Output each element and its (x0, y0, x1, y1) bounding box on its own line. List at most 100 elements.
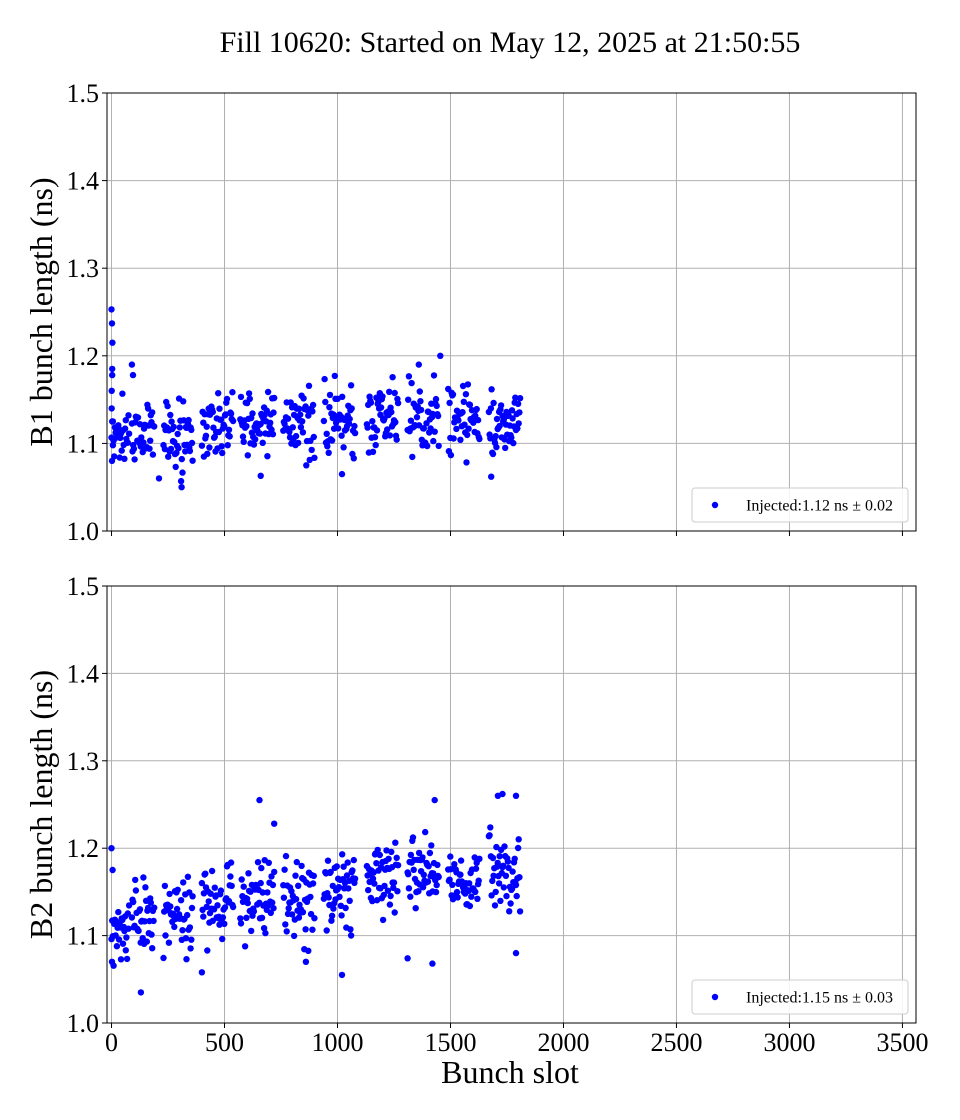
data-point (388, 848, 395, 856)
data-point (200, 913, 207, 920)
data-point (460, 398, 467, 405)
data-point (513, 892, 520, 900)
legend: Injected:1.15 ns ± 0.03 (691, 979, 909, 1015)
data-point (454, 894, 461, 901)
data-point (428, 842, 435, 849)
data-point (476, 855, 483, 862)
data-point (302, 958, 310, 965)
data-point (515, 836, 522, 843)
data-point (108, 320, 116, 327)
data-point (432, 395, 440, 403)
data-point (108, 306, 115, 313)
figure-title: Fill 10620: Started on May 12, 2025 at 2… (220, 26, 801, 59)
data-point (462, 391, 470, 398)
data-point (328, 917, 335, 924)
data-point (386, 901, 394, 908)
data-point (129, 371, 137, 379)
data-point (257, 472, 264, 479)
data-point (333, 863, 340, 870)
data-point (269, 431, 277, 438)
data-point (254, 859, 262, 866)
data-point (285, 905, 292, 912)
data-point (227, 873, 234, 880)
data-point (143, 938, 150, 945)
data-point (339, 851, 346, 858)
data-point (109, 442, 117, 449)
data-point (422, 828, 429, 836)
data-point (509, 415, 516, 422)
y-tick-label: 1.4 (67, 167, 100, 196)
data-point (217, 416, 225, 423)
data-point (125, 430, 133, 437)
data-point (461, 421, 468, 428)
data-point (487, 824, 494, 831)
data-point (503, 892, 510, 900)
data-point (347, 932, 355, 939)
data-point (265, 859, 272, 866)
data-point (324, 443, 331, 450)
data-point (292, 895, 300, 903)
data-point (108, 387, 115, 394)
data-points (108, 790, 524, 996)
data-point (369, 448, 377, 455)
data-point (267, 419, 274, 426)
data-point (508, 434, 515, 441)
data-point (204, 450, 211, 457)
data-point (245, 870, 252, 877)
data-point (282, 921, 289, 928)
data-point (390, 879, 398, 886)
data-point (408, 379, 415, 387)
data-point (221, 423, 228, 430)
data-point (468, 893, 475, 900)
data-point (415, 888, 422, 895)
data-point (351, 875, 359, 882)
data-point (289, 424, 296, 431)
data-point (371, 434, 379, 441)
data-point (340, 863, 347, 870)
data-point (434, 412, 442, 420)
y-tick-label: 1.3 (67, 747, 100, 776)
data-point (221, 920, 228, 927)
data-point (187, 945, 194, 952)
data-point (117, 956, 125, 963)
data-point (178, 455, 185, 463)
data-point (326, 404, 333, 411)
data-point (493, 443, 500, 451)
data-point (229, 389, 236, 396)
data-point (180, 417, 187, 424)
data-point (350, 856, 357, 864)
data-point (205, 898, 212, 905)
data-point (302, 926, 309, 933)
data-point (373, 860, 380, 867)
data-point (243, 914, 250, 921)
data-point (155, 475, 163, 482)
data-point (115, 908, 122, 916)
data-point (243, 423, 250, 430)
data-point (264, 388, 272, 396)
data-point (512, 394, 519, 401)
data-point (270, 409, 277, 416)
data-point (305, 382, 313, 389)
data-point (246, 395, 253, 402)
x-tick-label: 3000 (763, 1028, 815, 1057)
data-point (373, 427, 381, 434)
data-point (510, 439, 517, 447)
data-point (416, 388, 423, 395)
data-point (140, 439, 147, 446)
data-point (372, 441, 379, 449)
data-point (487, 405, 495, 412)
data-point (504, 858, 512, 865)
data-point (339, 393, 346, 400)
data-point (207, 890, 214, 897)
data-point (244, 899, 251, 907)
data-point (295, 914, 303, 921)
data-point (149, 945, 156, 952)
data-point (430, 372, 438, 379)
data-point (392, 839, 399, 846)
data-point (384, 426, 391, 433)
data-point (165, 453, 172, 460)
data-point (166, 890, 173, 898)
data-point (177, 477, 185, 485)
data-point (147, 437, 154, 444)
data-point (256, 796, 263, 804)
